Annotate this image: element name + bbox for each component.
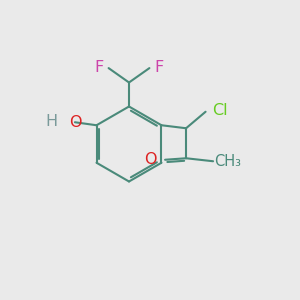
Text: F: F <box>155 60 164 75</box>
Text: Cl: Cl <box>212 103 228 118</box>
Text: CH₃: CH₃ <box>214 154 242 169</box>
Text: F: F <box>94 60 103 75</box>
Text: O: O <box>69 115 81 130</box>
Text: H: H <box>46 114 58 129</box>
Text: O: O <box>144 152 157 167</box>
